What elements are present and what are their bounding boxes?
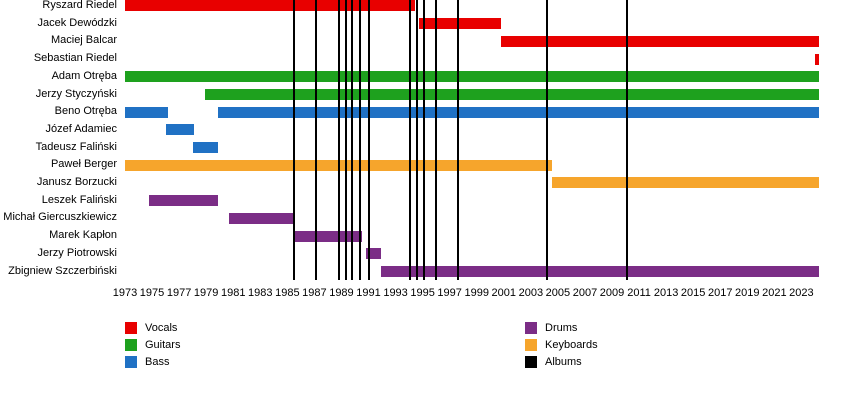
member-names-column: Ryszard Riedel Jacek Dewódzki Maciej Balca… xyxy=(0,0,121,284)
member-bar-bass xyxy=(218,106,819,118)
x-tick-label: 2017 xyxy=(707,287,733,299)
album-release-line xyxy=(314,0,317,280)
album-release-line xyxy=(359,0,362,280)
legend-label: Bass xyxy=(145,356,170,368)
album-release-line xyxy=(344,0,347,280)
legend-label: Drums xyxy=(545,322,578,334)
album-release-line xyxy=(416,0,419,280)
member-name-label: Janusz Borzucki xyxy=(36,176,117,188)
member-name-label: Marek Kapłon xyxy=(49,229,117,242)
member-bar-guitars xyxy=(125,71,819,83)
member-name-label: Adam Otręba xyxy=(51,69,117,82)
album-release-line xyxy=(351,0,354,280)
member-bar-bass xyxy=(125,106,169,118)
album-release-line xyxy=(293,0,296,280)
member-name-label: Józef Adamiec xyxy=(45,122,117,135)
member-name-label: Jerzy Styczyński xyxy=(35,87,117,100)
x-tick-label: 1985 xyxy=(275,287,300,299)
album-release-line xyxy=(367,0,370,280)
legend-swatch-vocals xyxy=(125,322,137,334)
legend-item-vocals: Vocals xyxy=(125,322,180,334)
member-bar-vocals xyxy=(501,35,819,47)
x-tick-label: 2007 xyxy=(572,287,598,299)
x-tick-label: 2011 xyxy=(627,287,651,299)
legend-label: Vocals xyxy=(145,322,178,334)
plot-area xyxy=(125,0,819,281)
x-tick-label: 2019 xyxy=(735,287,760,299)
album-release-line xyxy=(546,0,549,280)
album-release-line xyxy=(422,0,425,280)
x-tick-label: 1973 xyxy=(112,287,138,299)
legend-column: Vocals Guitars Bass xyxy=(125,322,180,368)
legend-item-albums: Albums xyxy=(525,356,598,368)
x-tick-label: 1981 xyxy=(220,287,246,299)
member-name-label: Sebastian Riedel xyxy=(33,52,117,65)
x-tick-label: 1993 xyxy=(383,287,408,299)
x-tick-label: 1997 xyxy=(437,287,462,299)
member-bar-vocals xyxy=(814,53,819,65)
member-name-label: Michał Giercuszkiewicz xyxy=(3,211,117,224)
member-name-label: Tadeusz Faliński xyxy=(35,140,117,153)
member-bar-drums xyxy=(295,230,362,242)
legend-swatch-drums xyxy=(525,322,537,334)
x-tick-label: 1991 xyxy=(356,287,381,299)
legend: Vocals Guitars Bass Drums Keyboards Albums xyxy=(0,322,850,392)
x-tick-label: 2003 xyxy=(518,287,544,299)
legend-item-guitars: Guitars xyxy=(125,339,180,351)
legend-item-drums: Drums xyxy=(525,322,598,334)
member-bar-guitars xyxy=(204,88,819,100)
album-release-line xyxy=(625,0,628,280)
member-bar-drums xyxy=(149,195,219,207)
x-tick-label: 1999 xyxy=(464,287,489,299)
member-bar-vocals xyxy=(418,18,502,30)
member-name-label: Beno Otręba xyxy=(54,105,117,118)
x-tick-label: 2005 xyxy=(545,287,571,299)
x-tick-label: 1979 xyxy=(193,287,219,299)
album-release-line xyxy=(409,0,412,280)
x-tick-label: 2009 xyxy=(599,287,625,299)
album-release-line xyxy=(337,0,340,280)
member-name-label: Paweł Berger xyxy=(50,158,117,171)
x-tick-label: 2001 xyxy=(491,287,517,299)
album-release-line xyxy=(435,0,438,280)
member-bar-keyboards xyxy=(552,177,819,189)
member-bar-bass xyxy=(192,142,219,153)
legend-label: Guitars xyxy=(145,339,181,351)
x-tick-label: 1995 xyxy=(410,287,435,299)
legend-label: Keyboards xyxy=(545,339,598,351)
x-tick-label: 1983 xyxy=(248,287,273,299)
x-tick-label: 1977 xyxy=(166,287,192,299)
x-tick-label: 2023 xyxy=(789,287,814,299)
member-name-label: Leszek Faliński xyxy=(41,193,117,206)
member-bar-drums xyxy=(229,212,296,224)
member-bar-vocals xyxy=(125,0,415,12)
x-tick-label: 1987 xyxy=(302,287,327,299)
member-name-label: Maciej Balcar xyxy=(50,34,117,47)
legend-swatch-keyboards xyxy=(525,339,537,351)
legend-swatch-albums xyxy=(525,356,537,368)
x-tick-label: 2021 xyxy=(762,287,787,299)
album-release-line xyxy=(456,0,459,280)
legend-swatch-guitars xyxy=(125,339,137,351)
x-axis-tick-labels: 1973 1975 1977 1979 1981 1983 1985 1987 1989 1991… xyxy=(113,287,819,301)
legend-column: Drums Keyboards Albums xyxy=(525,322,598,368)
x-tick-label: 1975 xyxy=(139,287,165,299)
member-name-label: Zbigniew Szczerbiński xyxy=(8,264,117,277)
member-bar-drums xyxy=(380,265,819,277)
legend-item-bass: Bass xyxy=(125,356,180,368)
x-tick-label: 1989 xyxy=(329,287,354,299)
x-tick-label: 2013 xyxy=(653,287,679,299)
member-bar-drums xyxy=(365,248,381,260)
legend-swatch-bass xyxy=(125,356,137,368)
member-name-label: Ryszard Riedel xyxy=(42,0,117,11)
member-bar-bass xyxy=(165,124,194,136)
member-name-label: Jerzy Piotrowski xyxy=(37,246,117,259)
legend-item-keyboards: Keyboards xyxy=(525,339,598,351)
member-name-label: Jacek Dewódzki xyxy=(37,16,117,29)
legend-label: Albums xyxy=(545,356,582,368)
x-tick-label: 2015 xyxy=(680,287,706,299)
